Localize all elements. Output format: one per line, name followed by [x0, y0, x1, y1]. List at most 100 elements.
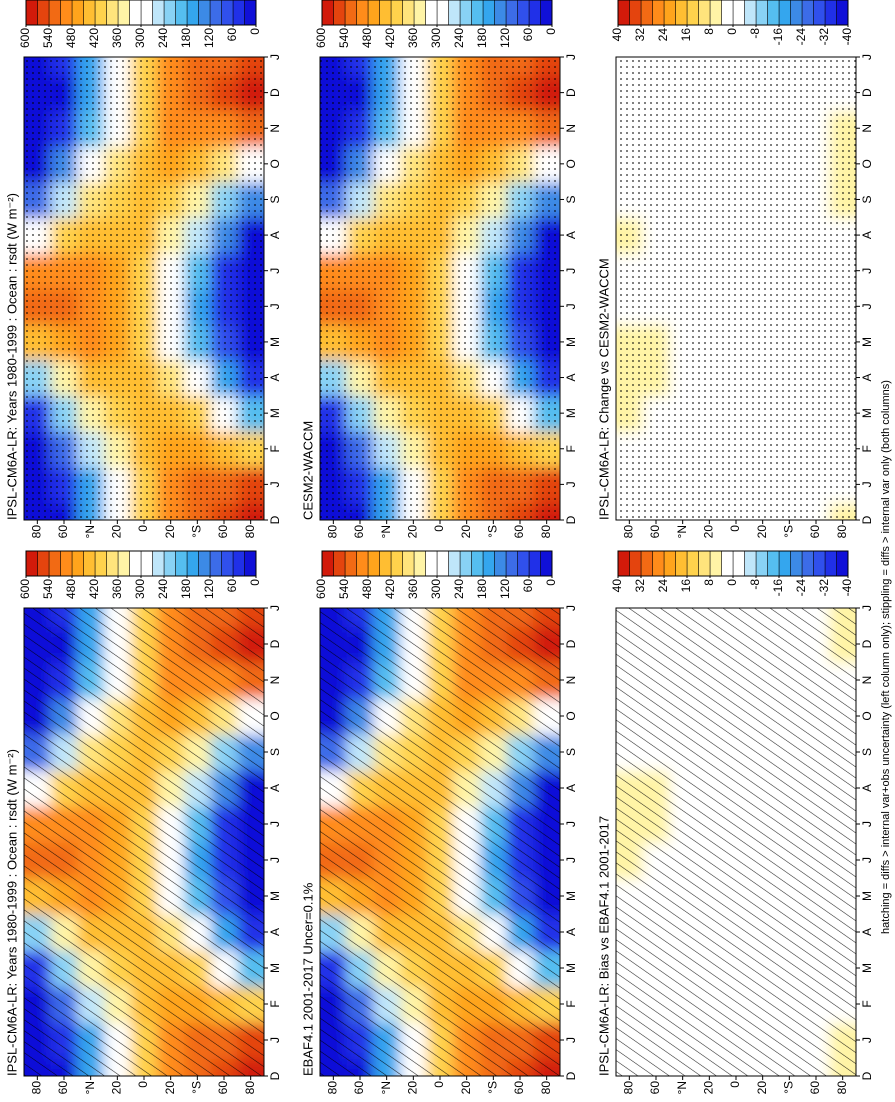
colorbar-swatch — [675, 0, 688, 26]
colorbar-label: 480 — [64, 579, 78, 599]
x-tick-label: O — [564, 711, 578, 720]
colorbar-swatch — [471, 0, 484, 26]
y-tick-label: 60 — [808, 1081, 822, 1095]
colorbar-label: 60 — [521, 28, 535, 42]
colorbar-label: 240 — [452, 579, 466, 599]
x-tick-label: J — [860, 821, 874, 827]
colorbar-label: -32 — [817, 28, 831, 46]
colorbar-swatch — [517, 0, 530, 26]
x-tick-label: D — [860, 1071, 874, 1080]
colorbar-label: 32 — [633, 28, 647, 42]
colorbar-label: 120 — [498, 28, 512, 48]
colorbar-swatch — [186, 0, 199, 26]
colorbar-label: 360 — [110, 579, 124, 599]
panel: CESM2-WACCM D J F M A M J J A S O N D J 80 60 °N 20 0 20 °S 60… — [300, 0, 578, 539]
colorbar-label: 16 — [679, 28, 693, 42]
colorbar-swatch — [801, 550, 814, 577]
colorbar-swatch — [83, 550, 96, 577]
colorbar-swatch — [528, 550, 541, 577]
x-tick-label: J — [860, 857, 874, 863]
colorbar-label: 540 — [337, 579, 351, 599]
x-tick-label: N — [860, 124, 874, 133]
colorbar-label: -40 — [840, 28, 854, 46]
y-tick-label: °S — [782, 1081, 796, 1094]
x-tick-label: J — [860, 1037, 874, 1043]
colorbar-swatch — [402, 550, 415, 577]
x-tick-label: J — [564, 821, 578, 827]
x-tick-label: A — [564, 374, 578, 382]
colorbar-label: 8 — [702, 28, 716, 35]
y-tick-label: 20 — [163, 1081, 177, 1095]
colorbar-swatch — [402, 0, 415, 26]
y-tick-label: 60 — [352, 525, 366, 539]
colorbar-swatch — [686, 0, 699, 26]
colorbar-label: 180 — [179, 579, 193, 599]
x-tick-label: A — [860, 784, 874, 792]
colorbar-label: 240 — [452, 28, 466, 48]
x-tick-label: F — [268, 445, 282, 452]
colorbar-swatch — [540, 550, 553, 577]
significance-overlay — [320, 57, 560, 520]
colorbar-swatch — [698, 550, 711, 577]
y-tick-label: °S — [190, 525, 204, 538]
field-clip — [24, 608, 264, 1076]
x-tick-label: N — [268, 676, 282, 685]
colorbar-swatch — [344, 550, 357, 577]
y-tick-label: 80 — [539, 525, 553, 539]
significance-overlay — [320, 608, 560, 1076]
colorbar-label: 600 — [18, 28, 32, 48]
x-tick-label: J — [564, 605, 578, 611]
colorbar-label: 0 — [725, 579, 739, 586]
panel-title: IPSL-CM6A-LR: Years 1980-1999 : Ocean : … — [4, 749, 19, 1076]
x-tick-label: J — [564, 481, 578, 487]
colorbar-swatch — [333, 550, 346, 577]
colorbar-label: 40 — [610, 28, 624, 42]
panel-title: CESM2-WACCM — [300, 421, 315, 520]
footnote: hatching = diffs > internal var+obs unce… — [880, 380, 892, 934]
colorbar-swatch — [379, 550, 392, 577]
colorbar-swatch — [767, 0, 780, 26]
y-tick-label: 80 — [622, 1081, 636, 1095]
y-tick-label: 60 — [352, 1081, 366, 1095]
colorbar-label: -16 — [771, 579, 785, 597]
colorbar-label: 600 — [314, 28, 328, 48]
colorbar-swatch — [106, 0, 119, 26]
y-tick-label: 20 — [406, 1081, 420, 1095]
colorbar-swatch — [528, 0, 541, 26]
colorbar-swatch — [198, 550, 211, 577]
x-tick-label: D — [268, 639, 282, 648]
colorbar-label: 180 — [179, 28, 193, 48]
y-tick-label: 60 — [808, 525, 822, 539]
colorbar-label: 40 — [610, 579, 624, 593]
colorbar-label: 420 — [383, 579, 397, 599]
y-tick-label: °N — [83, 1081, 97, 1094]
panel-title: IPSL-CM6A-LR: Change vs CESM2-WACCM — [596, 258, 611, 520]
colorbar-swatch — [448, 0, 461, 26]
colorbar-swatch — [163, 0, 176, 26]
colorbar-swatch — [540, 0, 553, 26]
x-tick-label: A — [564, 231, 578, 239]
x-tick-label: J — [860, 54, 874, 60]
panel-title: IPSL-CM6A-LR: Years 1980-1999 : Ocean : … — [4, 193, 19, 520]
x-tick-label: O — [268, 159, 282, 168]
field-clip — [616, 608, 856, 1076]
x-tick-label: S — [860, 748, 874, 756]
y-tick-label: 60 — [216, 525, 230, 539]
colorbar-swatch — [117, 0, 130, 26]
x-tick-label: F — [564, 1000, 578, 1007]
y-tick-label: 80 — [326, 1081, 340, 1095]
colorbar-swatch — [755, 0, 768, 26]
colorbar-swatch — [629, 550, 642, 577]
x-tick-label: D — [268, 1071, 282, 1080]
colorbar-swatch — [390, 0, 403, 26]
colorbar-label: 60 — [225, 579, 239, 593]
x-tick-label: D — [860, 515, 874, 524]
y-tick-label: 0 — [136, 525, 150, 532]
colorbar-swatch — [732, 550, 745, 577]
colorbar-label: -8 — [748, 579, 762, 590]
colorbar-swatch — [37, 550, 50, 577]
colorbar-swatch — [198, 0, 211, 26]
significance-overlay — [24, 608, 264, 1076]
y-tick-label: °N — [675, 1081, 689, 1094]
colorbar-swatch — [356, 550, 369, 577]
